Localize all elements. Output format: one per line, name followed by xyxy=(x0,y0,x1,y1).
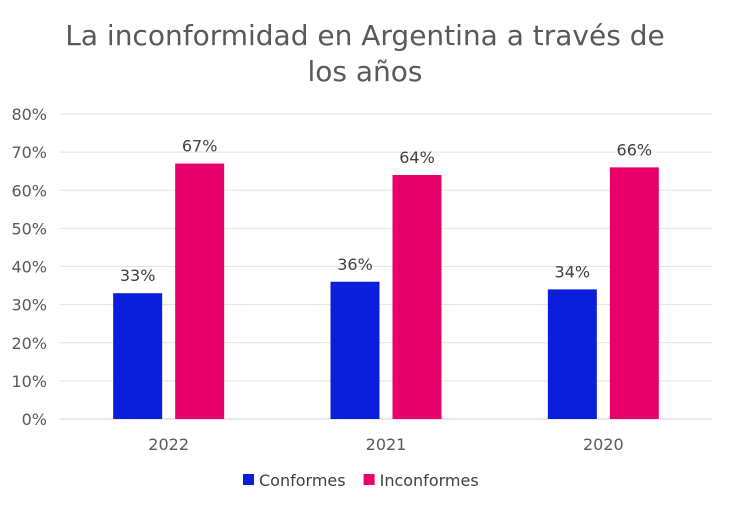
bar-inconformes-2020 xyxy=(609,167,659,419)
data-label: 66% xyxy=(617,140,653,159)
chart-title: La inconformidad en Argentina a través d… xyxy=(65,19,665,88)
x-tick-label: 2022 xyxy=(148,435,189,454)
y-tick-label: 30% xyxy=(11,296,47,315)
bar-conformes-2022 xyxy=(113,293,163,419)
y-tick-label: 20% xyxy=(11,334,47,353)
bar-conformes-2021 xyxy=(330,281,380,419)
y-tick-label: 40% xyxy=(11,258,47,277)
data-label: 36% xyxy=(337,255,373,274)
data-label: 34% xyxy=(555,262,591,281)
x-axis-ticks: 2022 2021 2020 xyxy=(148,435,623,454)
y-tick-label: 60% xyxy=(11,181,47,200)
legend-swatch xyxy=(363,474,375,485)
data-label: 67% xyxy=(182,137,218,156)
x-tick-label: 2020 xyxy=(583,435,624,454)
y-tick-label: 10% xyxy=(11,372,47,391)
legend-label: Inconformes xyxy=(380,471,479,490)
data-label: 64% xyxy=(399,148,435,167)
y-tick-label: 70% xyxy=(11,143,47,162)
y-tick-label: 50% xyxy=(11,219,47,238)
y-tick-label: 80% xyxy=(11,105,47,124)
legend: Conformes Inconformes xyxy=(243,471,479,490)
data-label: 33% xyxy=(120,266,156,285)
y-axis-ticks: 0% 10% 20% 30% 40% 50% 60% 70% 80% xyxy=(11,105,47,429)
legend-swatch xyxy=(243,474,254,485)
legend-label: Conformes xyxy=(259,471,346,490)
bars: 33% 67% 36% 64% 34% 66% xyxy=(113,137,659,419)
bar-inconformes-2021 xyxy=(392,175,442,419)
y-tick-label: 0% xyxy=(22,410,47,429)
x-tick-label: 2021 xyxy=(366,435,407,454)
bar-conformes-2020 xyxy=(547,289,597,419)
gridlines xyxy=(60,113,712,420)
bar-inconformes-2022 xyxy=(175,163,225,419)
